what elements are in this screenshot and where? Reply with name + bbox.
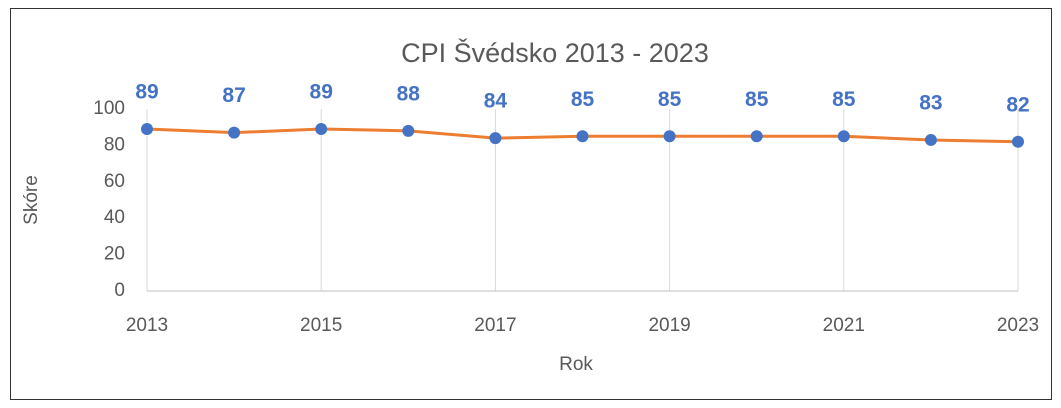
data-point [489,132,502,145]
data-point [576,130,589,143]
y-tick-label: 20 [104,244,125,265]
y-tick-label: 80 [104,134,125,155]
data-label: 89 [310,81,333,104]
data-point [228,126,241,139]
data-point [837,130,850,143]
x-tick-label: 2013 [126,315,168,336]
data-point [750,130,763,143]
x-tick-label: 2019 [648,315,690,336]
y-tick-label: 60 [104,171,125,192]
data-label: 89 [135,81,158,104]
x-tick-label: 2017 [474,315,516,336]
data-label: 87 [222,84,245,107]
data-label: 85 [658,88,682,111]
x-tick-label: 2015 [300,315,342,336]
y-tick-label: 100 [93,98,125,119]
data-point [402,124,415,137]
data-point [663,130,676,143]
x-tick-label: 2023 [997,315,1039,336]
data-label: 88 [397,82,421,105]
data-point [141,123,153,136]
data-label: 85 [832,88,856,111]
y-tick-label: 40 [104,207,125,228]
chart-title: CPI Švédsko 2013 - 2023 [401,37,709,68]
y-axis-label: Skóre [21,175,42,225]
data-label: 82 [1006,93,1029,116]
data-point [1012,135,1024,148]
data-label: 83 [919,91,942,114]
data-label: 85 [571,88,595,111]
data-point [315,123,328,136]
data-label: 85 [745,88,769,111]
x-axis-label: Rok [559,354,593,375]
chart-border [10,8,1052,400]
data-point [924,133,937,146]
y-tick-label: 0 [114,280,125,301]
data-label: 84 [484,90,508,113]
x-tick-label: 2021 [823,315,865,336]
